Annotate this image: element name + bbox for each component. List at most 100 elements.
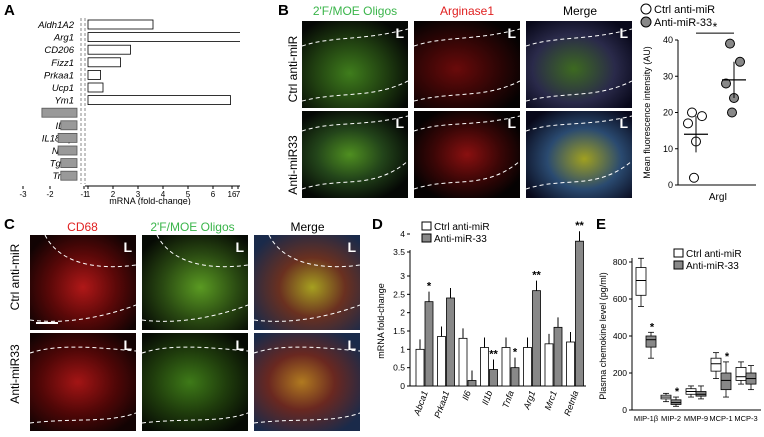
d-sig-mark: * bbox=[513, 347, 518, 359]
e-x-tick-label: MCP-1 bbox=[709, 414, 732, 423]
d-x-tick-label: Retnla bbox=[562, 389, 580, 417]
d-x-tick-label: Il6 bbox=[460, 389, 473, 401]
e-legend-ctrl-label: Ctrl anti-miR bbox=[686, 249, 742, 260]
a-x-tick-label: 3 bbox=[136, 190, 141, 199]
d-sig-mark: ** bbox=[575, 220, 584, 232]
b-ctrl-point bbox=[683, 118, 693, 129]
d-y-tick-label: 0 bbox=[400, 381, 405, 391]
d-y-tick-label: 3 bbox=[400, 271, 405, 281]
a-bar bbox=[57, 145, 78, 156]
b-ctrl-point bbox=[689, 172, 699, 183]
b-y-axis-label: Mean fluorescence intensity (AU) bbox=[642, 46, 652, 179]
panel-label-b: B bbox=[278, 2, 289, 19]
d-sig-mark: * bbox=[427, 281, 432, 293]
b-x-axis-label: ArgI bbox=[709, 192, 727, 203]
a-bar bbox=[87, 44, 131, 55]
c-image-anti-oligos: L bbox=[142, 333, 248, 431]
b-legend-ctrl-marker bbox=[640, 3, 652, 15]
a-x-tick-label: -3 bbox=[19, 190, 27, 199]
e-y-tick-label: 400 bbox=[613, 331, 627, 341]
a-x-tick-label: 1 bbox=[86, 190, 91, 199]
e-x-tick-label: MCP-3 bbox=[734, 414, 757, 423]
a-bar bbox=[87, 70, 101, 80]
e-box-ctrl bbox=[635, 267, 647, 296]
a-bar bbox=[60, 120, 78, 131]
a-gene-label: Aldh1A2 bbox=[37, 20, 75, 31]
b-image-ctrl-oligos: L bbox=[302, 21, 408, 108]
b-sig-mark: * bbox=[713, 20, 718, 34]
d-bar-ctrl bbox=[501, 347, 511, 387]
e-sig-mark: * bbox=[725, 351, 730, 363]
a-x-tick-label: 4 bbox=[161, 190, 166, 199]
b-row-ctrl: Ctrl anti-miR bbox=[286, 35, 300, 103]
b-row-anti: Anti-miR33 bbox=[286, 135, 300, 195]
d-bar-anti bbox=[553, 326, 563, 387]
b-legend-anti-label: Anti-miR-33 bbox=[654, 17, 712, 29]
b-y-tick-label: 0 bbox=[668, 180, 673, 190]
a-x-tick-label: 16 bbox=[228, 190, 237, 199]
a-bar bbox=[57, 132, 78, 143]
d-bar-ctrl bbox=[415, 348, 425, 387]
d-bar-ctrl bbox=[458, 337, 468, 387]
c-image-ctrl-oligos: L bbox=[142, 235, 248, 330]
d-y-tick-label: 0.5 bbox=[393, 363, 405, 373]
c-row-ctrl: Ctrl anti-miR bbox=[8, 243, 22, 311]
d-bar-anti bbox=[424, 301, 434, 387]
b-image-ctrl-merge: L bbox=[526, 21, 632, 108]
d-y-tick-label: 2.5 bbox=[393, 289, 405, 299]
e-y-axis-label: Plasma chemokine level (pg/ml) bbox=[598, 272, 608, 400]
a-x-tick-label: -1 bbox=[80, 190, 88, 199]
a-gene-label: CD206 bbox=[44, 45, 74, 56]
b-y-tick-label: 30 bbox=[663, 71, 673, 81]
e-x-tick-label: MIP-1β bbox=[634, 414, 659, 423]
a-x-tick-label: 5 bbox=[186, 190, 191, 199]
c-image-anti-cd68: L bbox=[30, 333, 136, 431]
d-bar-anti bbox=[467, 380, 477, 387]
a-bar bbox=[87, 57, 121, 68]
a-bar bbox=[60, 158, 78, 169]
b-image-anti-merge: L bbox=[526, 111, 632, 198]
a-gene-label: Ucp1 bbox=[52, 83, 74, 94]
e-box-anti bbox=[720, 372, 732, 391]
e-box-ctrl bbox=[735, 367, 747, 381]
d-bar-anti bbox=[532, 290, 541, 387]
d-bar-ctrl bbox=[480, 347, 489, 387]
b-y-tick-label: 20 bbox=[663, 108, 673, 118]
e-x-tick-label: MMP-9 bbox=[684, 414, 708, 423]
a-bar bbox=[87, 95, 231, 105]
e-y-tick-label: 200 bbox=[613, 368, 627, 378]
d-legend-ctrl-label: Ctrl anti-miR bbox=[434, 222, 490, 233]
e-y-tick-label: 800 bbox=[613, 257, 627, 267]
panel-label-a: A bbox=[4, 2, 15, 19]
a-bar bbox=[87, 19, 154, 30]
a-gene-label: Arg1 bbox=[53, 33, 74, 44]
c-image-ctrl-cd68: L bbox=[30, 235, 136, 330]
b-header-arginase: Arginase1 bbox=[439, 4, 495, 18]
b-legend-ctrl-label: Ctrl anti-miR bbox=[654, 4, 715, 16]
d-y-tick-label: 2 bbox=[400, 308, 405, 318]
a-gene-label: Prkaa1 bbox=[44, 70, 74, 81]
d-bar-anti bbox=[575, 240, 584, 387]
b-image-ctrl-arginase: L bbox=[414, 21, 520, 108]
d-x-tick-label: Arg1 bbox=[521, 389, 537, 411]
c-image-ctrl-merge: L bbox=[254, 235, 360, 330]
b-anti-point bbox=[725, 38, 735, 49]
d-bar-ctrl bbox=[437, 336, 446, 387]
panel-label-c: C bbox=[4, 216, 15, 233]
a-x-tick-label: -2 bbox=[46, 190, 54, 199]
b-legend-anti-marker bbox=[640, 16, 652, 28]
a-x-tick-label: 7 bbox=[236, 190, 240, 199]
d-x-tick-label: Prkaa1 bbox=[432, 389, 451, 419]
d-y-axis-label: mRNA fold-change bbox=[376, 283, 386, 359]
b-y-tick-label: 10 bbox=[663, 144, 673, 154]
d-y-tick-label: 3.5 bbox=[393, 247, 405, 257]
e-y-tick-label: 600 bbox=[613, 294, 627, 304]
d-bar-anti bbox=[489, 369, 498, 387]
d-y-tick-label: 1.5 bbox=[393, 326, 405, 336]
c-image-anti-merge: L bbox=[254, 333, 360, 431]
e-box-anti bbox=[645, 335, 657, 348]
b-anti-point bbox=[735, 56, 745, 67]
d-legend-ctrl-marker bbox=[421, 221, 432, 231]
